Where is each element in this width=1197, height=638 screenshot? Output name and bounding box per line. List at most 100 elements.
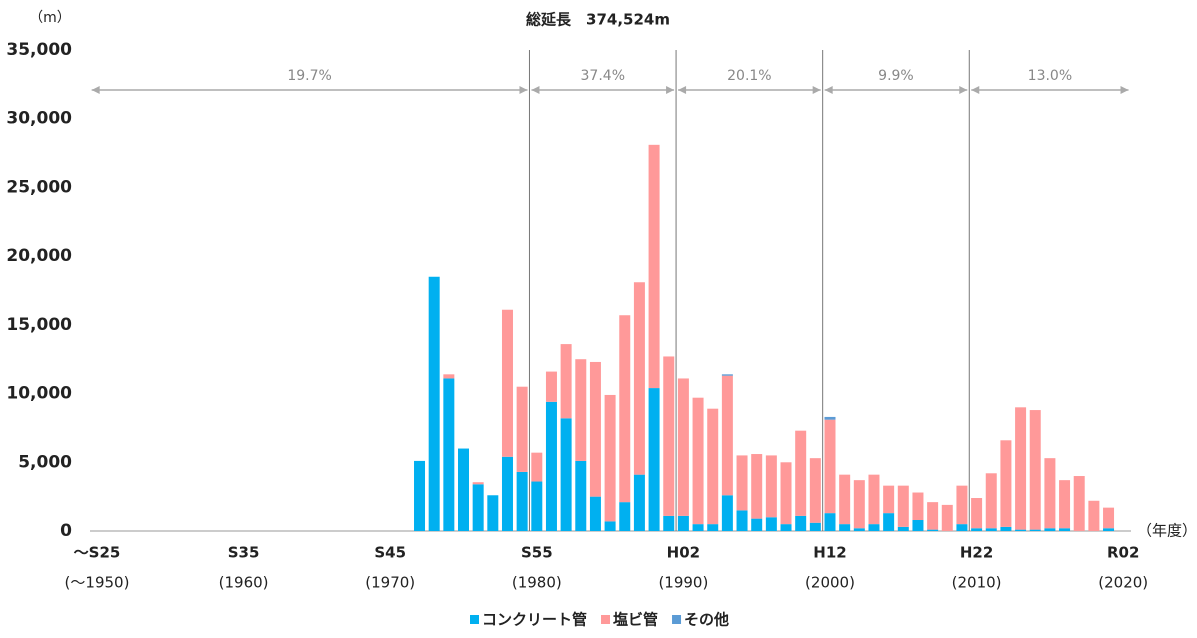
bar-segment [1015,529,1027,531]
bar-segment [1103,528,1115,531]
x-tick-label: S55 [521,544,553,562]
legend-label: その他 [684,611,729,629]
bar-segment [575,359,587,461]
bar-segment [663,356,675,516]
bar-segment [443,374,455,379]
bar-segment [1059,480,1071,529]
bar-segment [736,510,748,531]
x-tick-sublabel: (1960) [219,574,269,592]
y-tick-label: 20,000 [6,246,72,266]
bar-segment [531,452,543,482]
y-tick-label: 25,000 [6,177,72,197]
legend-label: 塩ビ管 [613,611,658,629]
bar-segment [780,462,792,525]
period-share: 20.1% [727,68,771,84]
x-tick-sublabel: (2000) [805,574,855,592]
bar-segment [1015,407,1027,530]
bar-segment [824,416,836,420]
x-tick-sublabel: (～1950) [65,574,130,592]
bar-segment [501,456,513,531]
bar-segment [721,495,733,531]
bar-segment [927,529,939,531]
bar-segment [853,528,865,531]
bar-segment [809,522,821,531]
bar-segment [897,485,909,527]
bar-segment [472,484,484,531]
bar-segment [971,528,983,531]
bar-segment [956,485,968,525]
bar-segment [1044,528,1056,531]
bar-segment [633,474,645,531]
x-tick-label: R02 [1107,544,1139,562]
bar-segment [531,481,543,531]
bar-segment [604,521,616,531]
bar-segment [751,454,763,519]
bar-segment [824,419,836,514]
x-tick-sublabel: (2010) [952,574,1002,592]
bar-segment [824,513,836,531]
x-tick-label: H22 [960,544,993,562]
bar-segment [985,528,997,531]
period-share: 13.0% [1028,68,1072,84]
bar-segment [883,513,895,531]
bar-segment [575,460,587,531]
bar-segment [721,374,733,376]
bar-segment [1073,476,1085,531]
bar-segment [1044,458,1056,529]
bar-segment [1088,500,1100,531]
y-tick-label: 10,000 [6,384,72,404]
bar-segment [780,524,792,531]
bar-segment [971,498,983,529]
bar-segment [443,378,455,531]
bar-segment [1029,410,1041,530]
bar-segment [677,515,689,531]
bar-segment [692,524,704,531]
bar-segment [428,276,440,531]
bar-segment [868,474,880,525]
bar-segment [619,502,631,531]
bar-segment [1000,526,1012,531]
bar-segment [765,455,777,518]
bar-segment [707,408,719,525]
bar-segment [868,524,880,531]
bar-segment [853,480,865,529]
bar-segment [897,526,909,531]
bar-segment [414,460,426,531]
bar-segment [941,504,953,531]
bar-segment [751,518,763,531]
y-unit: （m） [29,10,71,26]
bar-segment [985,473,997,529]
bar-segment [1103,507,1115,529]
x-tick-sublabel: (1990) [658,574,708,592]
bar-segment [501,309,513,457]
period-share: 9.9% [878,68,914,84]
y-tick-label: 30,000 [6,109,72,129]
x-tick-label: H12 [813,544,846,562]
bar-segment [472,482,484,485]
bar-segment [721,375,733,496]
period-share: 19.7% [287,68,331,84]
x-tick-label: ～S25 [74,544,121,562]
x-tick-sublabel: (1970) [365,574,415,592]
bar-segment [736,455,748,511]
bar-segment [839,474,851,525]
bar-segment [560,418,572,531]
legend-swatch [601,615,611,624]
bar-segment [516,471,528,531]
legend-swatch [470,615,479,624]
chart-title: 総延長 374,524m [526,11,670,29]
x-tick-label: H02 [667,544,700,562]
period-share: 37.4% [581,68,625,84]
bar-segment [1059,528,1071,531]
bar-segment [560,344,572,419]
bar-segment [487,495,499,531]
y-tick-label: 35,000 [6,40,72,60]
bar-segment [648,144,660,389]
bar-segment [545,371,557,402]
bar-segment [619,315,631,503]
y-tick-label: 15,000 [6,315,72,335]
bar-segment [545,401,557,531]
bar-segment [912,520,924,531]
bar-segment [663,515,675,531]
